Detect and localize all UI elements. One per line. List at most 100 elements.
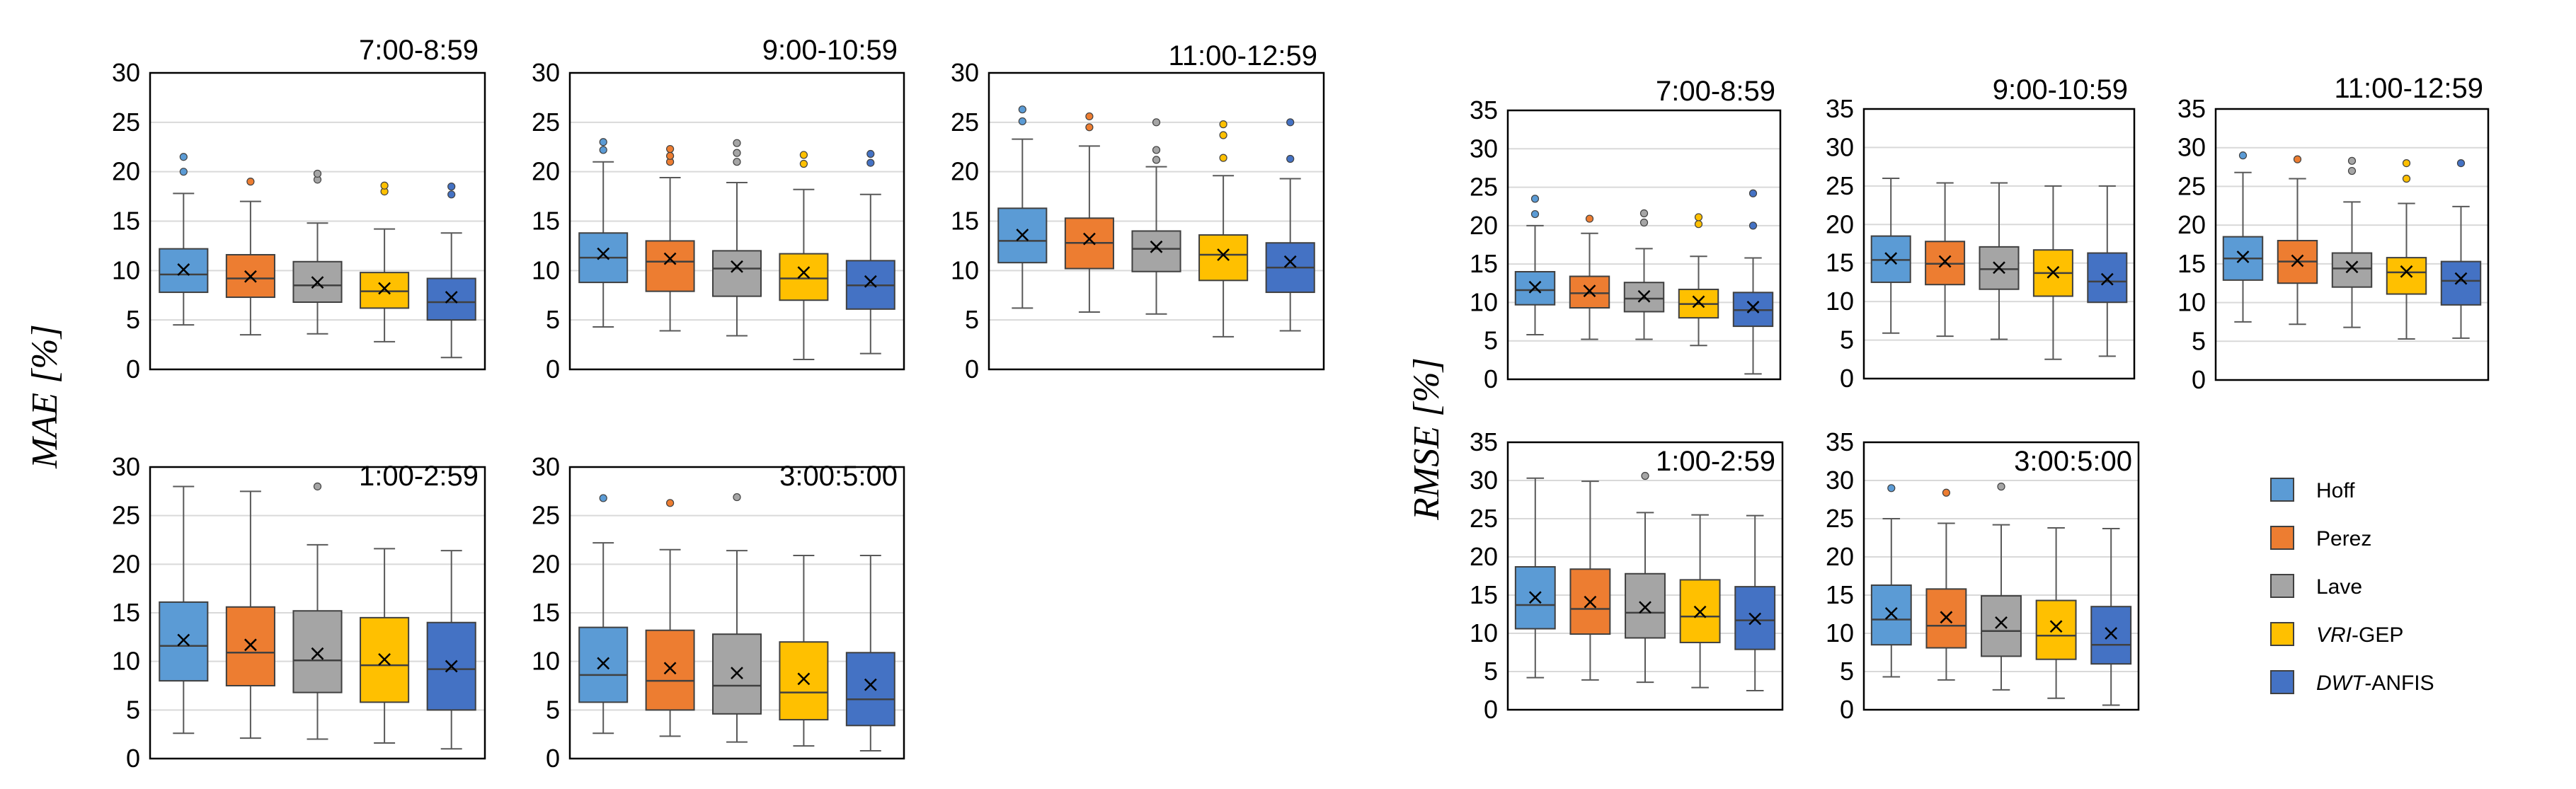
y-tick-label: 35 (2177, 94, 2206, 123)
mean-marker (797, 266, 811, 280)
outlier-point (1530, 195, 1540, 203)
outlier-point (733, 158, 741, 166)
mean-marker (1748, 612, 1762, 626)
y-tick-label: 0 (1484, 695, 1498, 724)
y-tick-label: 20 (1470, 211, 1498, 240)
legend-label: DWT-ANFIS (2316, 672, 2434, 695)
plot-frame (568, 71, 905, 371)
outlier-point (447, 190, 456, 199)
rmse-y-axis-label: RMSE [%] (1407, 357, 1447, 521)
legend-label: Perez (2316, 527, 2371, 551)
y-tick-label: 20 (112, 549, 140, 578)
y-tick-label: 20 (532, 157, 560, 186)
panel-title: 9:00-10:59 (1993, 74, 2128, 105)
y-tick-label: 30 (951, 58, 979, 87)
outlier-point (866, 159, 875, 167)
box-perez (1925, 488, 1967, 681)
y-tick-label: 25 (1826, 504, 1854, 533)
mean-marker (1528, 280, 1542, 294)
y-tick-label: 0 (965, 355, 979, 384)
y-tick-label: 10 (951, 255, 979, 284)
y-tick-label: 25 (2177, 171, 2206, 200)
box-dwt-anfis (1265, 118, 1315, 332)
outlier-point (2402, 174, 2411, 183)
mean-marker (1584, 595, 1597, 609)
y-tick-label: 5 (2192, 326, 2206, 355)
legend-swatch (2270, 526, 2294, 550)
legend-label: VRI-GEP (2316, 623, 2403, 647)
box-vri-gep (360, 181, 410, 342)
y-tick-label: 0 (1840, 364, 1854, 393)
mean-marker (1583, 284, 1596, 298)
y-tick-label: 10 (1470, 287, 1498, 316)
box-perez (2277, 155, 2318, 326)
y-tick-label: 30 (532, 452, 560, 481)
y-tick-label: 35 (1826, 94, 1854, 123)
outlier-point (599, 494, 607, 502)
rmse-panel-1: 0 5 10 15 20 25 30 35 7:00-8:59 (1470, 76, 1782, 393)
outlier-point (665, 151, 675, 160)
legend-swatch (2270, 478, 2294, 502)
outlier-point (1887, 484, 1896, 493)
mean-marker (311, 276, 324, 289)
iqr-box (645, 629, 695, 711)
mean-marker (177, 263, 190, 276)
legend-item-hoff: Hoff (2270, 478, 2355, 502)
box-dwt-anfis (1734, 514, 1776, 691)
box-hoff (2222, 151, 2264, 323)
panel-title: 11:00-12:59 (1168, 40, 1317, 71)
panel-title: 7:00-8:59 (359, 35, 479, 66)
y-tick-label: 10 (1826, 618, 1854, 647)
mae-figure: MAE [%] 0 5 10 15 20 25 30 7:00-8:59 0 5 10 15 20 25 30… (25, 35, 1325, 773)
outlier-point (665, 144, 675, 154)
mean-marker (864, 678, 877, 691)
mean-marker (1083, 232, 1096, 246)
outlier-point (1286, 154, 1295, 163)
y-tick-label: 0 (2192, 365, 2206, 394)
mean-marker (1938, 255, 1952, 268)
outlier-point (1152, 118, 1161, 127)
mean-marker (378, 282, 391, 295)
y-tick-label: 5 (1840, 657, 1854, 686)
legend-label-main: DWT (2316, 672, 2366, 695)
outlier-point (2293, 155, 2302, 163)
mean-marker (177, 633, 190, 647)
iqr-box (578, 626, 629, 703)
outlier-point (179, 168, 188, 176)
legend-label-suffix: -ANFIS (2364, 672, 2434, 695)
y-tick-label: 30 (2177, 133, 2206, 162)
y-tick-label: 25 (951, 108, 979, 137)
mean-marker (731, 260, 743, 273)
outlier-point (1219, 120, 1227, 129)
outlier-point (2402, 159, 2411, 168)
y-tick-label: 0 (1840, 695, 1854, 724)
outlier-point (1286, 118, 1295, 127)
iqr-box (1131, 230, 1181, 272)
box-hoff (1514, 477, 1556, 679)
mean-marker (663, 252, 677, 265)
mean-marker (244, 638, 257, 652)
y-tick-label: 10 (2177, 288, 2206, 317)
mean-marker (2236, 250, 2250, 263)
y-tick-label: 15 (1470, 249, 1498, 278)
mean-marker (1884, 607, 1898, 620)
mean-marker (1217, 248, 1230, 261)
plot-frame (1862, 441, 2140, 711)
outlier-point (1694, 220, 1703, 229)
box-dwt-anfis (1732, 189, 1774, 375)
y-tick-label: 15 (951, 207, 979, 236)
mean-marker (1884, 252, 1898, 265)
box-dwt-anfis (2440, 159, 2482, 339)
outlier-point (179, 153, 188, 161)
box-vri-gep (779, 151, 829, 361)
y-tick-label: 5 (1484, 326, 1498, 355)
mean-marker (1016, 229, 1029, 241)
iqr-box (2440, 260, 2482, 306)
panel-title: 7:00-8:59 (1656, 76, 1775, 107)
y-tick-label: 15 (1826, 580, 1854, 609)
box-dwt-anfis (845, 149, 895, 355)
box-hoff (1870, 484, 1912, 678)
mean-marker (1693, 605, 1707, 618)
outlier-point (1152, 146, 1161, 154)
y-tick-label: 5 (126, 305, 140, 334)
